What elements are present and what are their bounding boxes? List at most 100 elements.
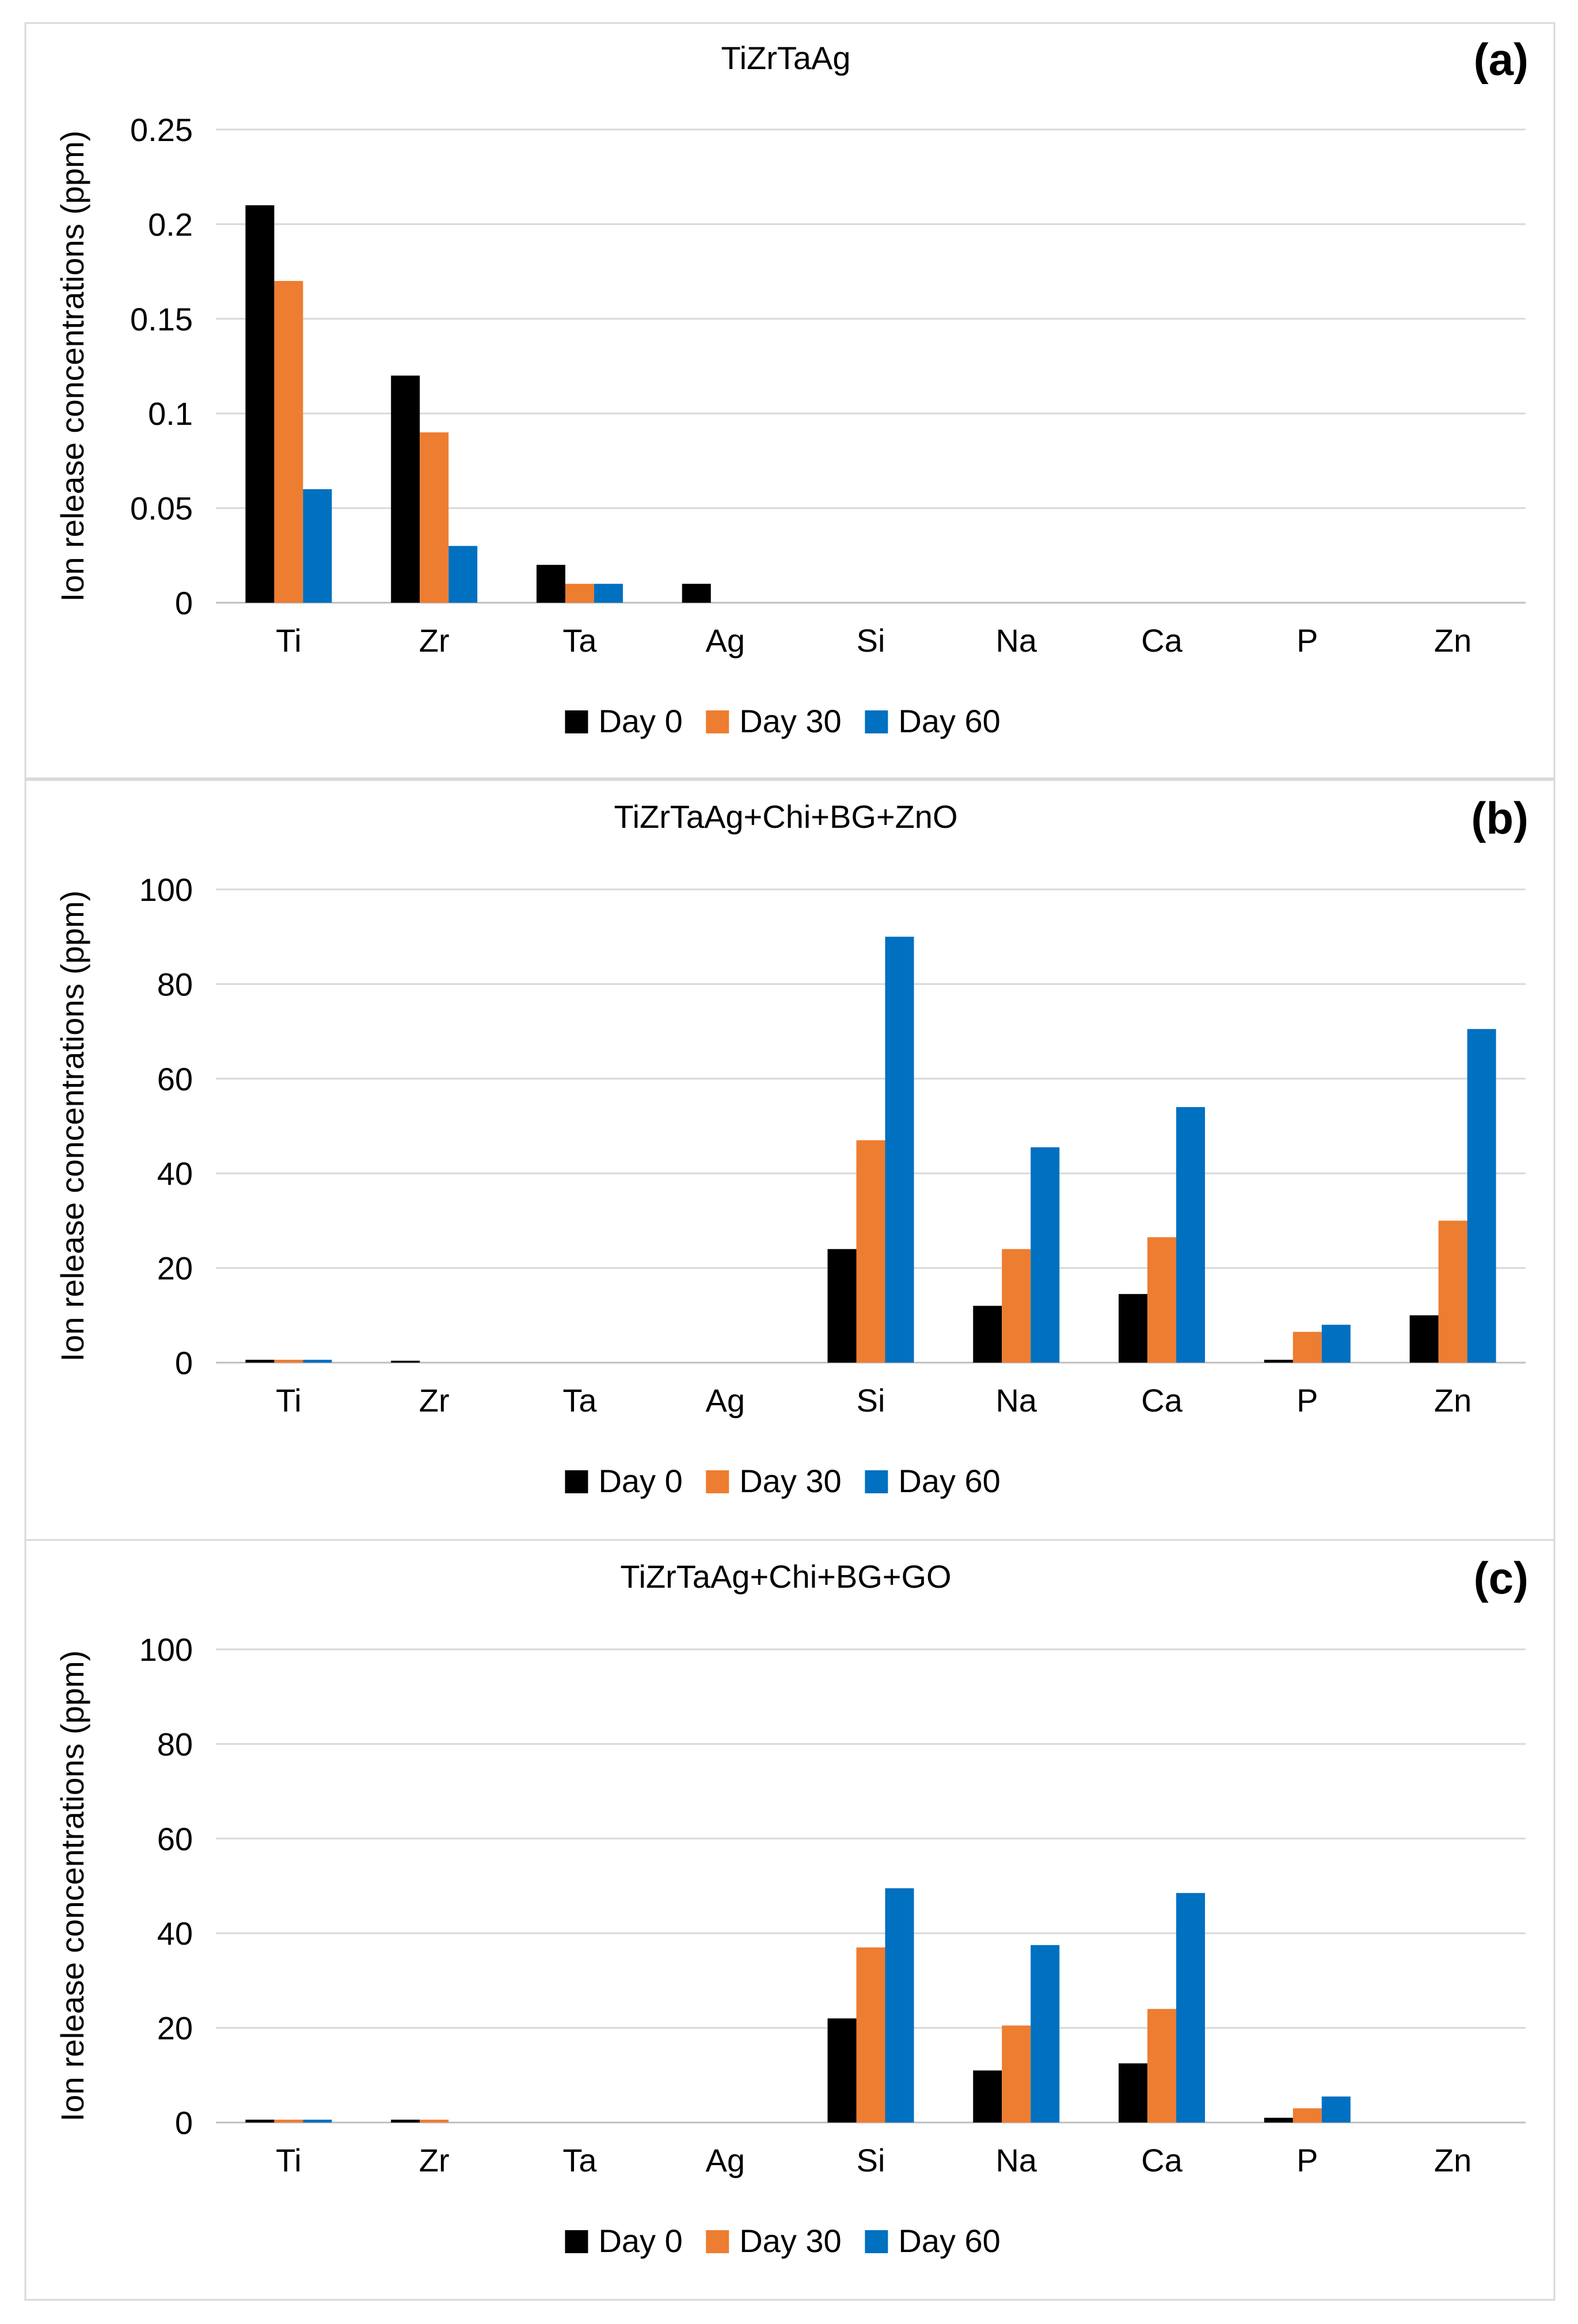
bar-p-day-30 bbox=[1292, 2108, 1322, 2123]
x-tick-label: Ag bbox=[705, 622, 745, 659]
bar-zn-day-60 bbox=[1467, 1029, 1496, 1363]
x-tick-label: Ca bbox=[1141, 1382, 1182, 1418]
panel-border bbox=[24, 1539, 1556, 2301]
x-tick-label: Ta bbox=[562, 622, 597, 659]
x-tick-label: Na bbox=[995, 622, 1037, 659]
legend: Day 0 Day 30 Day 60 bbox=[565, 1463, 1001, 1499]
bar-zr-day-60 bbox=[448, 546, 478, 603]
bar-ti-day-30 bbox=[274, 2120, 303, 2123]
panel-label: (a) bbox=[1474, 34, 1528, 85]
x-tick-label: Ag bbox=[705, 2142, 745, 2178]
x-tick-label: Na bbox=[995, 2142, 1037, 2178]
legend-label: Day 0 bbox=[598, 703, 682, 739]
y-tick-label: 0.1 bbox=[148, 395, 193, 432]
bar-ti-day-0 bbox=[245, 205, 275, 603]
legend-swatch bbox=[865, 1470, 888, 1493]
x-tick-label: Si bbox=[857, 622, 885, 659]
bar-si-day-0 bbox=[827, 1249, 857, 1363]
y-tick-label: 80 bbox=[157, 966, 193, 1002]
panel-label: (b) bbox=[1471, 793, 1528, 843]
bar-ca-day-60 bbox=[1176, 1107, 1206, 1363]
chart-title: TiZrTaAg+Chi+BG+GO bbox=[620, 1558, 951, 1595]
y-tick-label: 0 bbox=[175, 585, 193, 621]
bar-ca-day-0 bbox=[1119, 2063, 1148, 2123]
bar-ti-day-60 bbox=[303, 2120, 332, 2123]
bar-ti-day-60 bbox=[303, 489, 332, 603]
x-tick-label: Zn bbox=[1434, 622, 1471, 659]
bar-ta-day-0 bbox=[536, 565, 565, 603]
y-axis-label: Ion release concentrations (ppm) bbox=[54, 891, 90, 1362]
x-tick-label: Si bbox=[857, 1382, 885, 1418]
x-tick-label: Ti bbox=[276, 1382, 302, 1418]
legend-label: Day 60 bbox=[898, 703, 1000, 739]
y-tick-label: 20 bbox=[157, 2010, 193, 2047]
legend: Day 0 Day 30 Day 60 bbox=[565, 2223, 1001, 2259]
bar-na-day-60 bbox=[1031, 1147, 1060, 1363]
bar-si-day-30 bbox=[856, 1947, 885, 2123]
x-tick-label: Zn bbox=[1434, 2142, 1471, 2178]
bar-zr-day-30 bbox=[420, 432, 449, 603]
legend: Day 0 Day 30 Day 60 bbox=[565, 703, 1001, 739]
x-tick-label: Ta bbox=[562, 2142, 597, 2178]
bar-ag-day-0 bbox=[682, 584, 711, 603]
bar-zr-day-0 bbox=[391, 1360, 420, 1363]
legend-label: Day 30 bbox=[739, 703, 841, 739]
legend-label: Day 30 bbox=[739, 2223, 841, 2259]
y-tick-label: 0 bbox=[175, 2105, 193, 2141]
chart-title: TiZrTaAg bbox=[721, 40, 850, 76]
bar-na-day-30 bbox=[1002, 1249, 1031, 1363]
bar-p-day-0 bbox=[1264, 2117, 1293, 2123]
x-tick-label: Si bbox=[857, 2142, 885, 2178]
x-tick-label: Ca bbox=[1141, 622, 1182, 659]
bar-ti-day-0 bbox=[245, 1360, 275, 1363]
bar-ti-day-30 bbox=[274, 281, 303, 603]
bar-si-day-30 bbox=[856, 1140, 885, 1363]
bar-ti-day-30 bbox=[274, 1360, 303, 1363]
y-tick-label: 0 bbox=[175, 1345, 193, 1381]
y-tick-label: 0.2 bbox=[148, 206, 193, 242]
bar-p-day-60 bbox=[1321, 2096, 1351, 2123]
bar-ca-day-30 bbox=[1147, 1237, 1177, 1363]
bar-ca-day-60 bbox=[1176, 1893, 1206, 2123]
y-axis-label: Ion release concentrations (ppm) bbox=[54, 131, 90, 602]
bar-ta-day-30 bbox=[565, 584, 594, 603]
legend-swatch bbox=[565, 710, 588, 733]
bar-zr-day-0 bbox=[391, 375, 420, 603]
y-tick-label: 40 bbox=[157, 1155, 193, 1192]
bar-p-day-30 bbox=[1292, 1332, 1322, 1363]
chart-panel-3: 0 20 40 60 80 100 Ion release concentrations (… bbox=[24, 1539, 1556, 2301]
bar-zn-day-0 bbox=[1409, 1315, 1439, 1363]
legend-swatch bbox=[865, 2230, 888, 2253]
bar-ti-day-0 bbox=[245, 2120, 275, 2123]
legend-label: Day 0 bbox=[598, 2223, 682, 2259]
bar-si-day-60 bbox=[885, 1888, 914, 2123]
bar-na-day-0 bbox=[973, 2070, 1002, 2123]
x-tick-label: Zr bbox=[419, 2142, 450, 2178]
legend-label: Day 60 bbox=[898, 1463, 1000, 1499]
x-tick-label: Ti bbox=[276, 622, 302, 659]
y-tick-label: 0.05 bbox=[130, 490, 193, 527]
bar-zr-day-30 bbox=[420, 2120, 449, 2123]
chart-title: TiZrTaAg+Chi+BG+ZnO bbox=[614, 798, 957, 835]
y-tick-label: 20 bbox=[157, 1250, 193, 1287]
x-tick-label: Zr bbox=[419, 1382, 450, 1418]
legend-swatch bbox=[706, 710, 729, 733]
legend-swatch bbox=[865, 710, 888, 733]
x-tick-label: Ca bbox=[1141, 2142, 1182, 2178]
y-tick-label: 100 bbox=[139, 872, 193, 908]
legend-swatch bbox=[565, 1470, 588, 1493]
bar-si-day-0 bbox=[827, 2018, 857, 2123]
bar-si-day-60 bbox=[885, 937, 914, 1363]
y-axis-label: Ion release concentrations (ppm) bbox=[54, 1650, 90, 2122]
y-tick-label: 60 bbox=[157, 1061, 193, 1097]
panel-border bbox=[24, 779, 1556, 1541]
bar-ca-day-0 bbox=[1119, 1294, 1148, 1363]
y-tick-label: 100 bbox=[139, 1631, 193, 1668]
panel-border bbox=[24, 22, 1556, 779]
legend-swatch bbox=[706, 2230, 729, 2253]
x-tick-label: P bbox=[1296, 2142, 1318, 2178]
legend-label: Day 30 bbox=[739, 1463, 841, 1499]
x-tick-label: P bbox=[1296, 1382, 1318, 1418]
bar-p-day-0 bbox=[1264, 1360, 1293, 1363]
